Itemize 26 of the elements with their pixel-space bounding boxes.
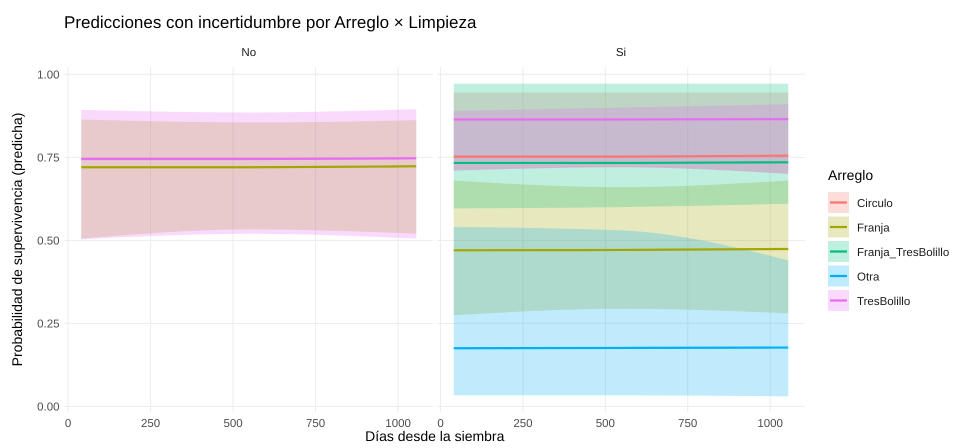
y-tick-label: 1.00 (37, 69, 60, 82)
x-axis-title: Días desde la siembra (365, 428, 505, 444)
legend-label: Franja (857, 222, 890, 234)
x-tick-label: 1000 (385, 418, 411, 430)
x-tick-label: 1000 (757, 418, 783, 430)
y-axis-title: Probabilidad de supervivencia (predicha) (9, 112, 25, 366)
x-tick-label: 250 (140, 418, 160, 430)
legend-label: Franja_TresBolillo (857, 247, 950, 259)
y-tick-label: 0.00 (37, 401, 60, 414)
y-tick-label: 0.50 (37, 235, 60, 248)
x-tick-label: 750 (306, 418, 326, 430)
x-tick-label: 0 (437, 418, 444, 430)
x-tick-label: 750 (678, 418, 698, 430)
legend-label: Circulo (857, 198, 893, 210)
x-tick-label: 500 (596, 418, 615, 430)
legend-label: TresBolillo (857, 296, 910, 308)
legend-title: Arreglo (828, 167, 874, 183)
y-tick-label: 0.75 (37, 152, 60, 164)
legend-label: Otra (857, 272, 880, 284)
chart-subtitle: No (241, 47, 256, 59)
x-tick-label: 0 (64, 418, 72, 430)
x-tick-label: 500 (223, 418, 243, 430)
y-tick-label: 0.25 (37, 318, 60, 330)
x-tick-label: 250 (513, 418, 533, 430)
chart-subtitle: Si (616, 47, 626, 59)
chart-title: Predicciones con incertidumbre por Arreglo × Limpieza (64, 13, 478, 32)
